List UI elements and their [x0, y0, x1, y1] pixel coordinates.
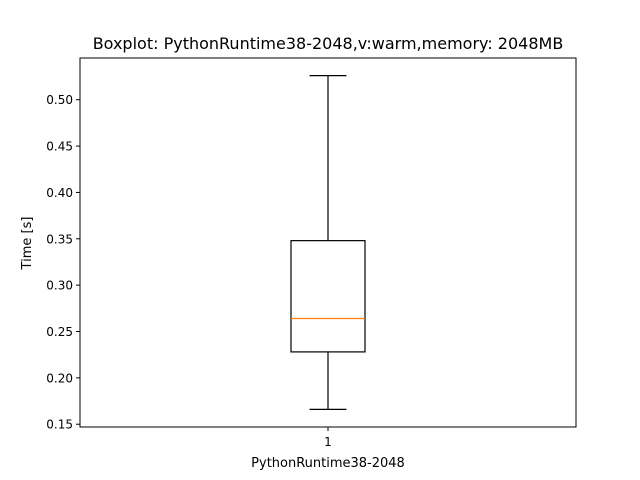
y-tick-label: 0.35	[46, 232, 73, 246]
y-tick-label: 0.20	[46, 371, 73, 385]
x-axis-label: PythonRuntime38-2048	[251, 456, 405, 471]
x-tick-label: 1	[324, 435, 332, 449]
y-tick-label: 0.40	[46, 186, 73, 200]
y-tick-label: 0.30	[46, 279, 73, 293]
iqr-box	[290, 240, 366, 353]
y-tick-label: 0.45	[46, 140, 73, 154]
plot-area: 0.15 0.20 0.25 0.30 0.35 0.40 0.45 0.50 1	[46, 57, 577, 449]
y-tick-label: 0.25	[46, 325, 73, 339]
chart-title: Boxplot: PythonRuntime38-2048,v:warm,mem…	[93, 34, 564, 53]
y-tick-label: 0.15	[46, 418, 73, 432]
y-axis-label: Time [s]	[20, 217, 35, 271]
y-tick-label: 0.50	[46, 93, 73, 107]
